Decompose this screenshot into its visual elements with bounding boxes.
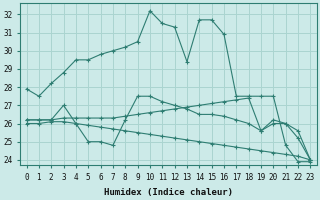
X-axis label: Humidex (Indice chaleur): Humidex (Indice chaleur) (104, 188, 233, 197)
